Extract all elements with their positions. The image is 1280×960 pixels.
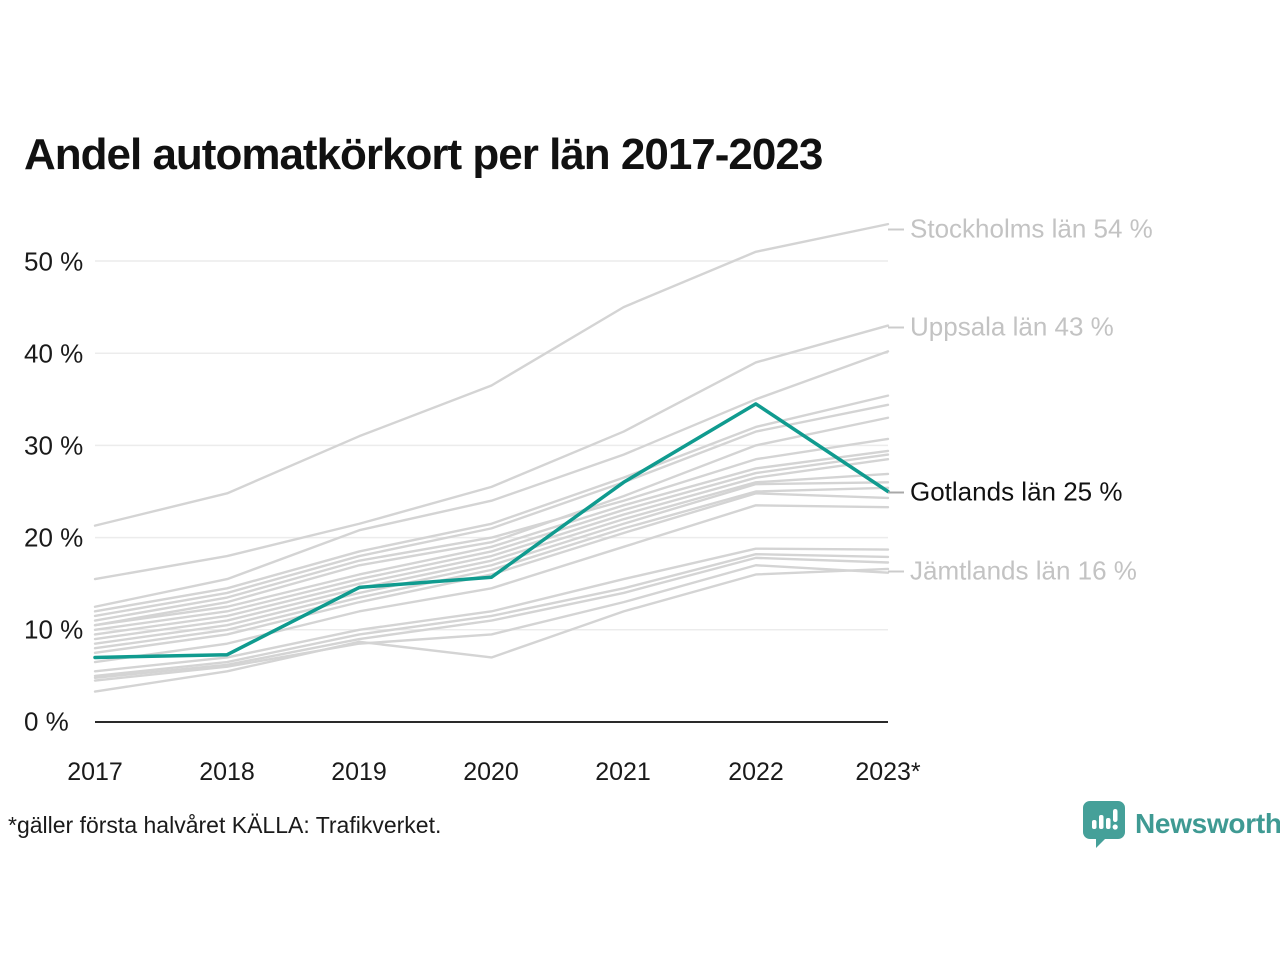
- newsworthy-logo-icon: [1083, 801, 1125, 848]
- x-axis-tick-label: 2023*: [855, 758, 921, 786]
- series-end-label-jamtland: Jämtlands län 16 %: [888, 556, 1137, 587]
- county-line-county-6: [93, 416, 890, 627]
- county-line-county-3: [93, 350, 890, 608]
- y-axis-tick-label: 20 %: [24, 522, 84, 553]
- x-axis-tick-label: 2019: [331, 758, 387, 786]
- series-end-label-text: Jämtlands län 16 %: [910, 555, 1137, 586]
- county-line-county-7: [93, 437, 890, 622]
- source-footnote: *gäller första halvåret KÄLLA: Trafikver…: [8, 812, 442, 838]
- x-axis-tick-label: 2021: [595, 758, 651, 786]
- county-line-stockholms-l-n: [93, 222, 890, 527]
- x-axis-tick-label: 2017: [67, 758, 123, 786]
- county-line-county-5: [93, 403, 890, 618]
- y-axis-tick-label: 10 %: [24, 614, 84, 645]
- x-axis-tick-label: 2022: [728, 758, 784, 786]
- county-line-county-10: [93, 458, 890, 636]
- series-end-label-text: Uppsala län 43 %: [910, 311, 1114, 342]
- label-connector-tick: [888, 326, 904, 328]
- x-axis-tick-label: 2020: [463, 758, 519, 786]
- county-line-county-11: [93, 472, 890, 641]
- newsworthy-logo: Newsworthy: [1082, 800, 1280, 848]
- label-connector-tick: [888, 228, 904, 230]
- county-line-county-8: [93, 449, 890, 627]
- county-line-county-12: [93, 481, 890, 645]
- y-axis-tick-label: 40 %: [24, 338, 84, 369]
- series-end-label-uppsala: Uppsala län 43 %: [888, 312, 1114, 343]
- label-connector-tick: [888, 491, 904, 493]
- county-line-county-15: [93, 492, 890, 655]
- y-axis-tick-label: 30 %: [24, 430, 84, 461]
- county-line-j-mtlands-l-n: [93, 564, 890, 682]
- chart-title: Andel automatkörkort per län 2017-2023: [24, 130, 823, 179]
- county-line-county-14: [93, 486, 890, 650]
- county-line-county-18: [93, 552, 890, 678]
- x-axis-tick-label: 2018: [199, 758, 255, 786]
- series-end-label-text: Stockholms län 54 %: [910, 213, 1153, 244]
- county-line-county-19: [93, 556, 890, 679]
- county-line-uppsala-l-n: [93, 324, 890, 581]
- county-line-county-9: [93, 453, 890, 631]
- series-end-label-text: Gotlands län 25 %: [910, 476, 1123, 507]
- county-line-county-4: [93, 394, 890, 613]
- label-connector-tick: [888, 570, 904, 572]
- series-end-label-gotland: Gotlands län 25 %: [888, 477, 1122, 508]
- series-end-label-stockholm: Stockholms län 54 %: [888, 214, 1153, 245]
- county-line-county-21: [93, 567, 890, 693]
- y-axis-tick-label: 50 %: [24, 246, 84, 277]
- newsworthy-logo-text: Newsworthy: [1135, 808, 1280, 839]
- county-line-gotlands-l-n: [93, 402, 890, 660]
- y-axis-tick-label: 0 %: [24, 706, 69, 737]
- county-line-county-17: [93, 547, 890, 673]
- county-line-county-16: [93, 504, 890, 664]
